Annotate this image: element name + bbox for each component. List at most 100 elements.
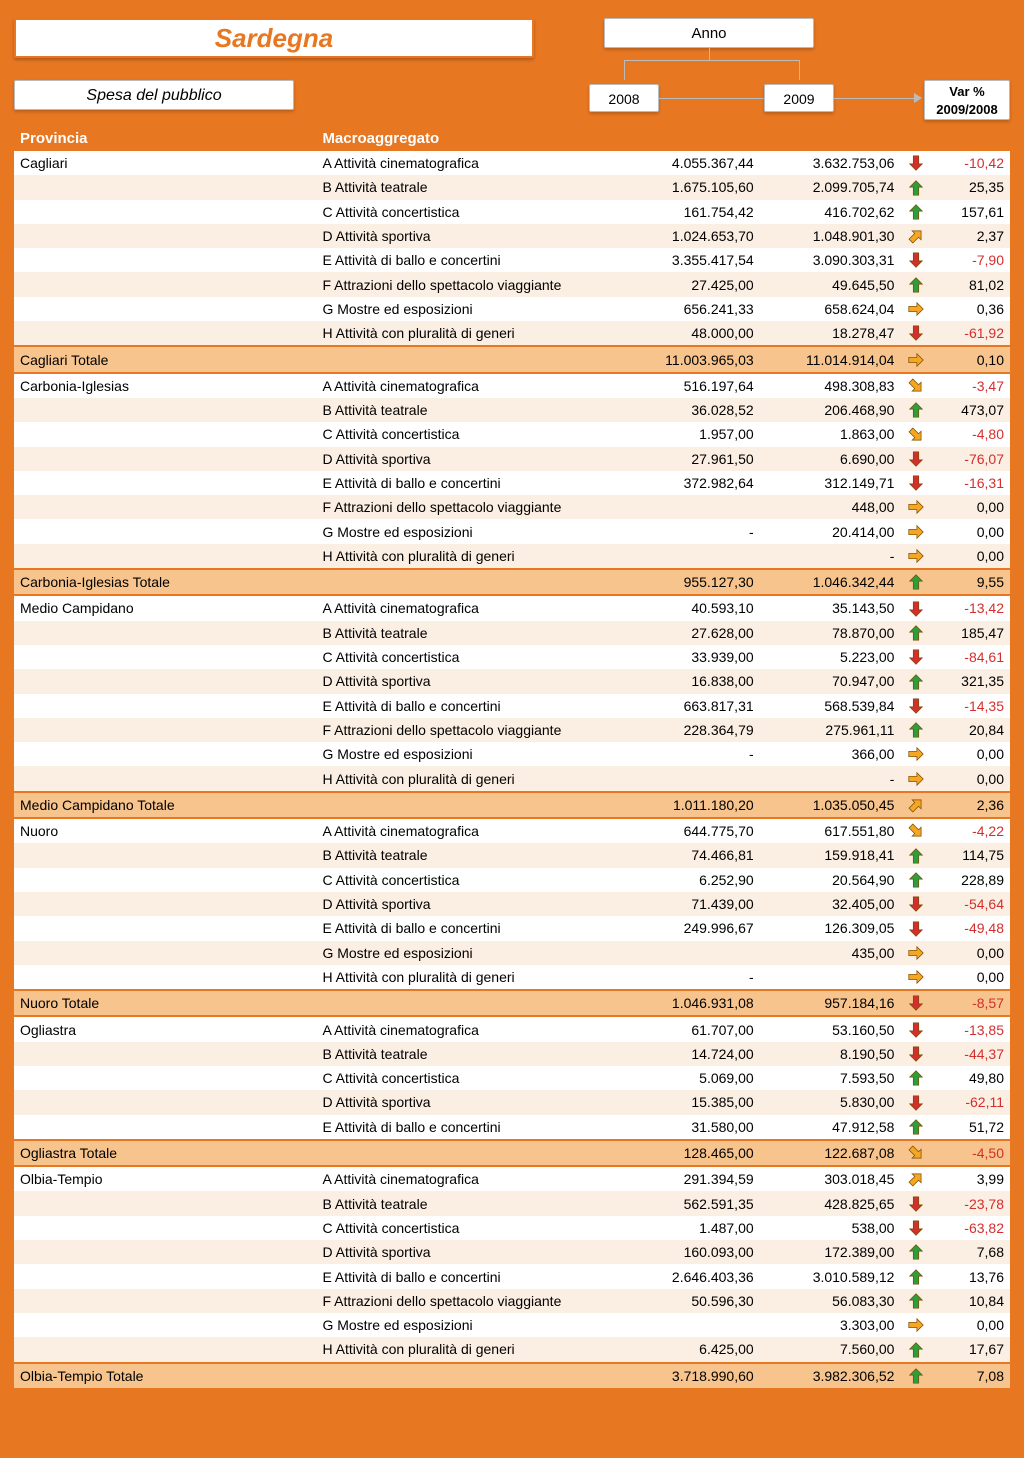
- trend-arrow-icon: [900, 718, 931, 742]
- total-row: Ogliastra Totale128.465,00122.687,08-4,5…: [14, 1140, 1010, 1166]
- value-2009: 2.099.705,74: [760, 175, 901, 199]
- value-2009: 303.018,45: [760, 1166, 901, 1191]
- trend-arrow-icon: [900, 200, 931, 224]
- macro-cell: F Attrazioni dello spettacolo viaggiante: [316, 1289, 618, 1313]
- var-cell: 13,76: [932, 1264, 1010, 1288]
- table-row: F Attrazioni dello spettacolo viaggiante…: [14, 1289, 1010, 1313]
- trend-arrow-icon: [900, 1191, 931, 1215]
- value-2008: 2.646.403,36: [619, 1264, 760, 1288]
- total-row: Carbonia-Iglesias Totale955.127,301.046.…: [14, 569, 1010, 595]
- var-cell: 0,36: [932, 297, 1010, 321]
- total-label: Carbonia-Iglesias Totale: [14, 569, 619, 595]
- macro-cell: E Attività di ballo e concertini: [316, 694, 618, 718]
- year-2009-box: 2009: [764, 84, 834, 112]
- var-cell: -23,78: [932, 1191, 1010, 1215]
- trend-arrow-icon: [900, 1166, 931, 1191]
- trend-arrow-icon: [900, 224, 931, 248]
- table-row: B Attività teatrale562.591,35428.825,65-…: [14, 1191, 1010, 1215]
- value-2009: 3.303,00: [760, 1313, 901, 1337]
- value-2008: 50.596,30: [619, 1289, 760, 1313]
- trend-arrow-icon: [900, 766, 931, 791]
- trend-arrow-icon: [900, 868, 931, 892]
- table-row: G Mostre ed esposizioni656.241,33658.624…: [14, 297, 1010, 321]
- value-2009: 568.539,84: [760, 694, 901, 718]
- value-2009: 5.830,00: [760, 1090, 901, 1114]
- total-2008: 955.127,30: [619, 569, 760, 595]
- value-2008: 27.628,00: [619, 621, 760, 645]
- total-row: Medio Campidano Totale1.011.180,201.035.…: [14, 792, 1010, 818]
- total-label: Medio Campidano Totale: [14, 792, 619, 818]
- var-cell: 114,75: [932, 843, 1010, 867]
- value-2008: 6.425,00: [619, 1337, 760, 1362]
- trend-arrow-icon: [900, 1016, 931, 1041]
- table-row: H Attività con pluralità di generi-0,00: [14, 766, 1010, 791]
- value-2009: 1.048.901,30: [760, 224, 901, 248]
- table-row: C Attività concertistica1.487,00538,00-6…: [14, 1216, 1010, 1240]
- macro-cell: H Attività con pluralità di generi: [316, 965, 618, 990]
- total-label: Ogliastra Totale: [14, 1140, 619, 1166]
- table-row: E Attività di ballo e concertini663.817,…: [14, 694, 1010, 718]
- macro-cell: B Attività teatrale: [316, 843, 618, 867]
- value-2008: 74.466,81: [619, 843, 760, 867]
- macro-cell: C Attività concertistica: [316, 868, 618, 892]
- var-cell: 17,67: [932, 1337, 1010, 1362]
- macro-cell: D Attività sportiva: [316, 892, 618, 916]
- total-var: 7,08: [932, 1363, 1010, 1389]
- trend-arrow-icon: [900, 843, 931, 867]
- var-cell: 0,00: [932, 941, 1010, 965]
- value-2008: 61.707,00: [619, 1016, 760, 1041]
- var-cell: 228,89: [932, 868, 1010, 892]
- total-label: Cagliari Totale: [14, 346, 619, 372]
- trend-arrow-icon: [900, 373, 931, 398]
- value-2009: 126.309,05: [760, 916, 901, 940]
- var-cell: -54,64: [932, 892, 1010, 916]
- table-row: B Attività teatrale74.466,81159.918,4111…: [14, 843, 1010, 867]
- province-cell: [14, 868, 316, 892]
- value-2008: 15.385,00: [619, 1090, 760, 1114]
- table-row: F Attrazioni dello spettacolo viaggiante…: [14, 272, 1010, 296]
- value-2008: 16.838,00: [619, 669, 760, 693]
- province-cell: Medio Campidano: [14, 595, 316, 620]
- var-cell: -63,82: [932, 1216, 1010, 1240]
- macro-cell: E Attività di ballo e concertini: [316, 1264, 618, 1288]
- value-2009: 49.645,50: [760, 272, 901, 296]
- table-row: D Attività sportiva71.439,0032.405,00-54…: [14, 892, 1010, 916]
- value-2009: -: [760, 766, 901, 791]
- macro-cell: A Attività cinematografica: [316, 151, 618, 175]
- trend-arrow-icon: [900, 519, 931, 543]
- province-cell: [14, 321, 316, 346]
- value-2008: 4.055.367,44: [619, 151, 760, 175]
- total-var: 2,36: [932, 792, 1010, 818]
- value-2008: 3.355.417,54: [619, 248, 760, 272]
- total-2008: 11.003.965,03: [619, 346, 760, 372]
- trend-arrow-icon: [900, 272, 931, 296]
- var-cell: -13,42: [932, 595, 1010, 620]
- tree-connector: [834, 98, 914, 99]
- value-2008: 291.394,59: [619, 1166, 760, 1191]
- header-second-row: Spesa del pubblico 2008 2009 Var % 2009/…: [14, 76, 1010, 126]
- value-2009: 3.090.303,31: [760, 248, 901, 272]
- total-2008: 128.465,00: [619, 1140, 760, 1166]
- trend-arrow-icon: [900, 1289, 931, 1313]
- value-2008: 27.961,50: [619, 447, 760, 471]
- macro-cell: C Attività concertistica: [316, 1066, 618, 1090]
- col-2008: [619, 126, 760, 151]
- data-table: Provincia Macroaggregato CagliariA Attiv…: [14, 126, 1010, 1390]
- trend-arrow-icon: [900, 1066, 931, 1090]
- table-header-row: Provincia Macroaggregato: [14, 126, 1010, 151]
- macro-cell: D Attività sportiva: [316, 669, 618, 693]
- col-macro: Macroaggregato: [316, 126, 618, 151]
- total-2009: 957.184,16: [760, 990, 901, 1016]
- value-2008: 1.957,00: [619, 422, 760, 446]
- province-cell: [14, 175, 316, 199]
- table-row: F Attrazioni dello spettacolo viaggiante…: [14, 718, 1010, 742]
- macro-cell: G Mostre ed esposizioni: [316, 1313, 618, 1337]
- table-row: CagliariA Attività cinematografica4.055.…: [14, 151, 1010, 175]
- value-2009: 428.825,65: [760, 1191, 901, 1215]
- trend-arrow-icon: [900, 792, 931, 818]
- value-2009: 448,00: [760, 495, 901, 519]
- total-var: -4,50: [932, 1140, 1010, 1166]
- total-2008: 1.011.180,20: [619, 792, 760, 818]
- province-cell: Ogliastra: [14, 1016, 316, 1041]
- macro-cell: F Attrazioni dello spettacolo viaggiante: [316, 495, 618, 519]
